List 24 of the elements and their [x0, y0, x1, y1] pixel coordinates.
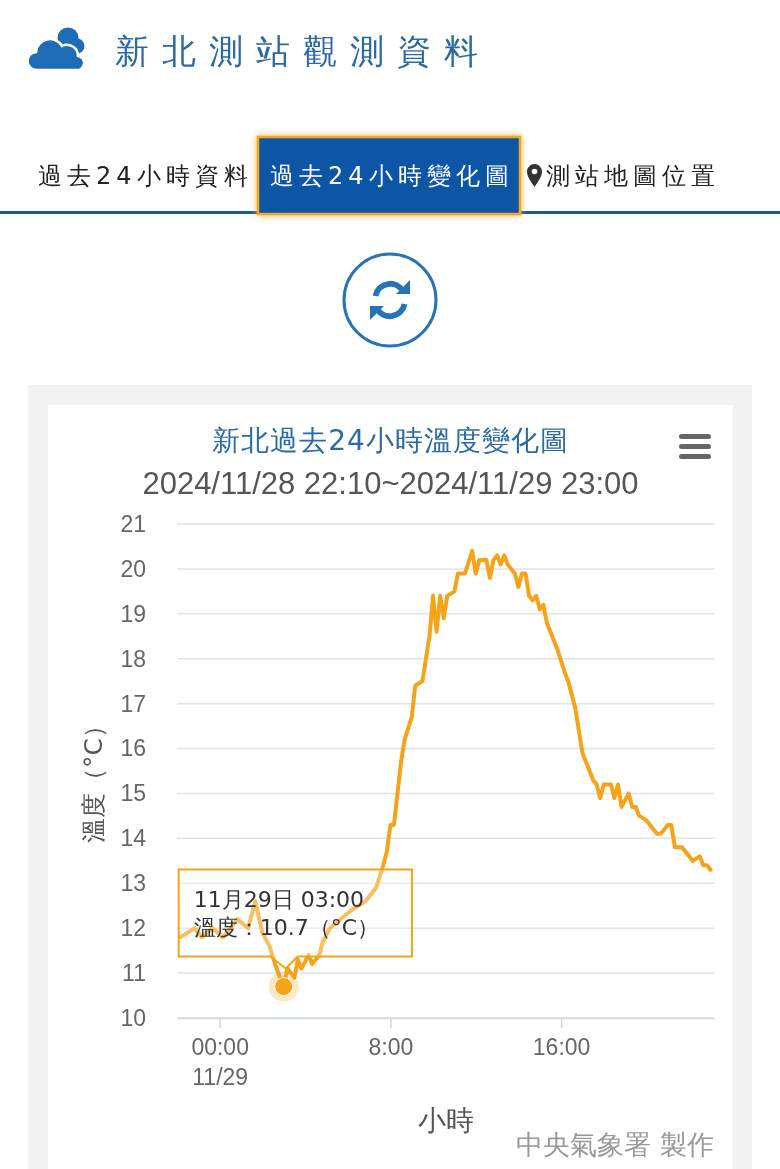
- y-tick-label: 19: [120, 600, 146, 627]
- y-tick-label: 12: [120, 915, 146, 942]
- text: 新北測站觀測資料: [115, 31, 491, 71]
- y-tick-label: 10: [120, 1004, 146, 1031]
- y-tick-label: 16: [120, 735, 146, 762]
- y-tick-label: 21: [120, 510, 146, 537]
- chart-subtitle: 2024/11/28 22:10~2024/11/29 23:00: [142, 466, 639, 501]
- y-tick-label: 17: [120, 690, 146, 717]
- x-tick-label: 00:00 11/29: [191, 1034, 249, 1090]
- x-tick-label: 8:00: [368, 1034, 414, 1060]
- y-tick-label: 13: [120, 870, 146, 897]
- y-tick-label: 11: [122, 959, 146, 986]
- text: 中央氣象署 製作: [516, 1129, 714, 1160]
- chart-title: 新北過去24小時溫度變化圖: [212, 424, 569, 457]
- y-tick-label: 20: [120, 555, 146, 582]
- text: 測站地圖位置: [546, 162, 720, 190]
- y-tick-label: 15: [120, 780, 146, 807]
- text: 過去24小時變化圖: [270, 162, 514, 190]
- x-tick-label: 16:00: [532, 1034, 591, 1060]
- text: 過去24小時資料: [38, 162, 253, 190]
- y-axis-title: 溫度（°C）: [79, 713, 108, 843]
- y-tick-label: 14: [120, 825, 147, 852]
- x-axis-title: 小時: [418, 1104, 474, 1137]
- y-tick-label: 18: [120, 645, 146, 672]
